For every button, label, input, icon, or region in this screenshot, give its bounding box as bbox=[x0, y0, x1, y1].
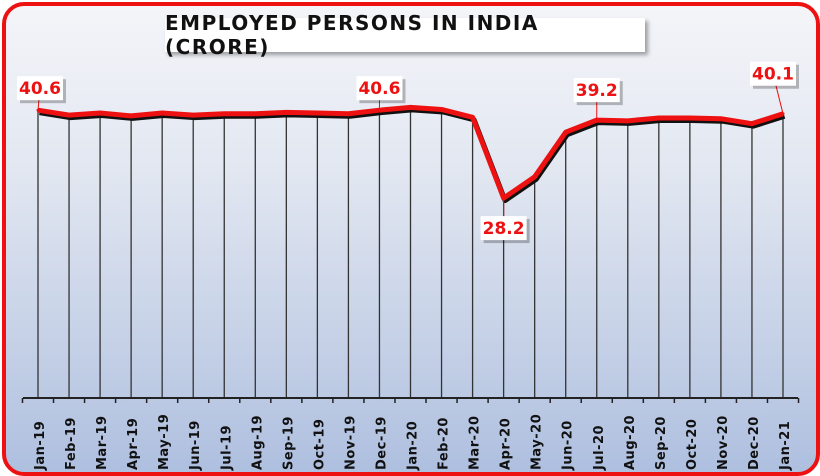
data-point bbox=[533, 175, 537, 179]
data-point bbox=[284, 110, 288, 114]
x-tick-label: Dec-20 bbox=[747, 416, 762, 470]
data-label: 40.6 bbox=[358, 79, 400, 99]
x-tick-label: Jun-20 bbox=[561, 420, 576, 471]
x-tick-label: May-20 bbox=[530, 414, 545, 470]
x-tick-label: Jan-19 bbox=[33, 421, 48, 471]
x-tick-label: Jul-19 bbox=[219, 425, 234, 471]
data-label: 40.1 bbox=[752, 65, 794, 85]
data-point bbox=[222, 112, 226, 116]
x-tick-label: Feb-19 bbox=[64, 417, 79, 470]
x-tick-label: Aug-20 bbox=[623, 415, 638, 470]
data-point bbox=[657, 116, 661, 120]
data-point bbox=[471, 115, 475, 119]
data-point bbox=[315, 111, 319, 115]
x-tick-label: Nov-19 bbox=[343, 415, 358, 470]
x-tick-label: Mar-20 bbox=[468, 415, 483, 470]
label-box bbox=[573, 78, 620, 103]
data-label: 28.2 bbox=[483, 219, 525, 239]
x-tick-label: Oct-19 bbox=[312, 419, 327, 470]
series-line-shadow bbox=[39, 107, 786, 204]
x-tick-label: Aug-19 bbox=[250, 415, 265, 470]
label-box bbox=[17, 76, 63, 101]
label-box bbox=[750, 61, 796, 86]
label-box bbox=[356, 76, 403, 101]
x-tick-label: Apr-19 bbox=[126, 418, 141, 470]
x-tick-label: Oct-20 bbox=[685, 419, 700, 470]
x-tick-label: Feb-20 bbox=[437, 417, 452, 470]
data-point bbox=[409, 105, 412, 109]
data-point bbox=[253, 112, 257, 116]
data-label: 39.2 bbox=[576, 81, 618, 101]
x-tick-label: Mar-19 bbox=[95, 415, 110, 470]
x-tick-label: Sep-19 bbox=[281, 416, 296, 470]
data-point bbox=[346, 112, 350, 116]
data-point bbox=[67, 113, 71, 117]
x-tick-label: Apr-20 bbox=[499, 418, 514, 470]
data-point bbox=[440, 107, 444, 111]
data-point bbox=[160, 111, 164, 115]
x-tick-label: Jul-20 bbox=[592, 425, 607, 471]
x-tick-label: Sep-20 bbox=[654, 416, 669, 470]
data-point bbox=[688, 116, 692, 120]
x-tick-label: Nov-20 bbox=[716, 415, 731, 470]
label-box bbox=[480, 216, 527, 241]
data-point bbox=[719, 117, 723, 121]
data-point bbox=[750, 122, 754, 126]
x-tick-label: Dec-19 bbox=[374, 416, 389, 470]
data-point bbox=[98, 111, 102, 115]
data-label: 40.6 bbox=[19, 79, 61, 99]
data-point bbox=[129, 114, 133, 118]
x-tick-label: Jan-21 bbox=[778, 421, 793, 471]
x-tick-label: Jun-19 bbox=[188, 420, 203, 471]
x-tick-label: May-19 bbox=[157, 414, 172, 470]
data-point bbox=[191, 113, 195, 117]
data-point bbox=[626, 119, 630, 123]
x-tick-label: Jan-20 bbox=[406, 421, 421, 471]
data-point bbox=[564, 130, 568, 134]
